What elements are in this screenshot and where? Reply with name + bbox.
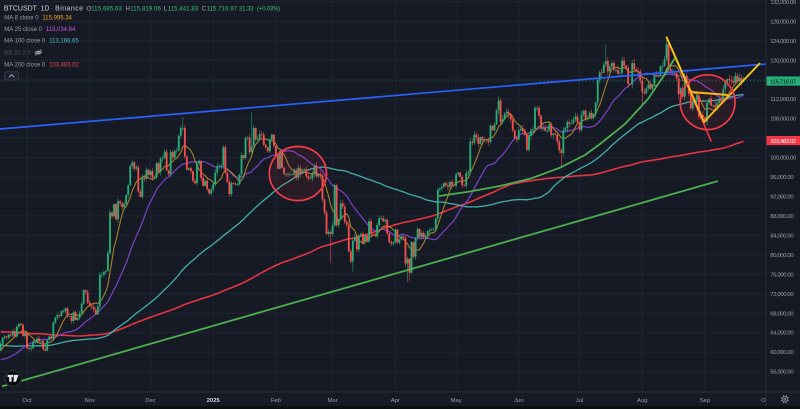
svg-text:·: · [37, 6, 39, 13]
svg-text:Oct: Oct [761, 398, 771, 404]
svg-text:Nov: Nov [84, 398, 95, 404]
svg-text:Aug: Aug [637, 398, 647, 404]
svg-text:113,166.65: 113,166.65 [49, 39, 79, 45]
svg-text:(+0.03%): (+0.03%) [257, 7, 280, 13]
svg-text:124,000.00: 124,000.00 [770, 39, 797, 45]
svg-text:1D: 1D [41, 6, 50, 13]
svg-text:Binance: Binance [55, 6, 83, 13]
svg-text:BB 20 2 0: BB 20 2 0 [4, 51, 31, 57]
svg-text:115,716.97: 115,716.97 [770, 79, 796, 85]
svg-text:Apr: Apr [391, 398, 400, 404]
svg-text:Sep: Sep [700, 398, 711, 404]
svg-text:O: O [87, 7, 92, 13]
svg-text:Feb: Feb [271, 398, 282, 404]
svg-text:Jul: Jul [576, 398, 584, 404]
svg-text:115,685.63: 115,685.63 [91, 7, 122, 13]
svg-text:103,483.02: 103,483.02 [49, 63, 79, 69]
svg-text:120,000.00: 120,000.00 [770, 58, 797, 64]
svg-text:115,441.83: 115,441.83 [168, 7, 199, 13]
svg-text:MA 8 close 0: MA 8 close 0 [4, 15, 39, 21]
svg-text:80,000.00: 80,000.00 [770, 253, 794, 259]
svg-text:76,000.00: 76,000.00 [770, 272, 794, 278]
svg-text:·: · [51, 6, 53, 13]
svg-text:84,000.00: 84,000.00 [770, 233, 794, 239]
svg-text:113,034.84: 113,034.84 [46, 27, 76, 33]
svg-text:56,000.00: 56,000.00 [770, 370, 794, 376]
svg-text:31.33: 31.33 [239, 7, 254, 13]
svg-text:100,000.00: 100,000.00 [770, 156, 797, 162]
svg-text:Jun: Jun [514, 398, 524, 404]
svg-text:Mar: Mar [328, 398, 338, 404]
svg-text:115,819.06: 115,819.06 [130, 7, 161, 13]
svg-text:68,000.00: 68,000.00 [770, 311, 794, 317]
svg-text:Oct: Oct [22, 398, 32, 404]
svg-text:L: L [164, 7, 168, 13]
svg-text:128,000.00: 128,000.00 [770, 19, 797, 25]
svg-text:BTCUSDT: BTCUSDT [4, 6, 38, 13]
svg-text:108,000.00: 108,000.00 [770, 117, 797, 123]
svg-text:C: C [202, 7, 207, 13]
svg-text:115,716.97: 115,716.97 [207, 7, 238, 13]
svg-text:MA 100 close 0: MA 100 close 0 [4, 39, 46, 45]
svg-text:MA 25 close 0: MA 25 close 0 [4, 27, 42, 33]
svg-text:64,000.00: 64,000.00 [770, 331, 794, 337]
svg-text:2025: 2025 [207, 398, 221, 404]
svg-text:132,000.00: 132,000.00 [770, 0, 797, 6]
svg-text:92,000.00: 92,000.00 [770, 195, 794, 201]
svg-text:May: May [451, 398, 462, 404]
svg-text:MA 200 close 0: MA 200 close 0 [4, 63, 46, 69]
svg-text:103,483.02: 103,483.02 [770, 139, 796, 145]
svg-text:115,995.34: 115,995.34 [42, 15, 72, 21]
svg-text:60,000.00: 60,000.00 [770, 350, 794, 356]
svg-text:Dec: Dec [145, 398, 156, 404]
svg-text:72,000.00: 72,000.00 [770, 292, 794, 298]
svg-text:H: H [126, 7, 130, 13]
svg-text:112,000.00: 112,000.00 [770, 97, 797, 103]
svg-text:96,000.00: 96,000.00 [770, 175, 794, 181]
svg-text:88,000.00: 88,000.00 [770, 214, 794, 220]
